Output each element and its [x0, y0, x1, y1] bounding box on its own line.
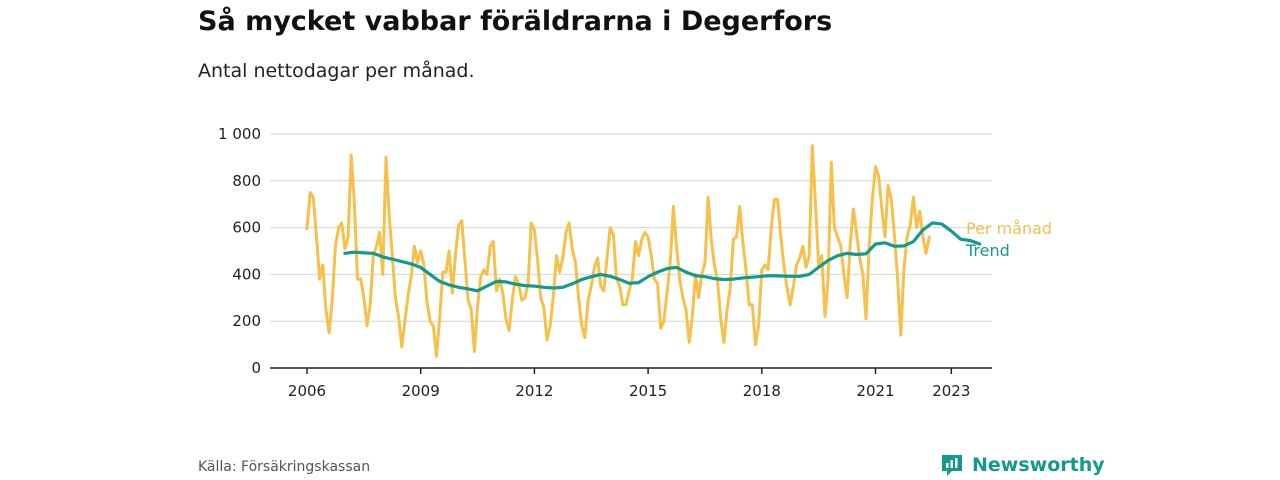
chart-subtitle: Antal nettodagar per månad. — [198, 60, 475, 82]
brand-name: Newsworthy — [972, 454, 1105, 476]
chart-title: Så mycket vabbar föräldrarna i Degerfors — [198, 6, 833, 37]
series-line-per-manad — [305, 144, 931, 358]
legend-label-per-manad: Per månad — [966, 219, 1052, 238]
x-tick-label: 2015 — [629, 382, 667, 400]
x-tick-label: 2012 — [515, 382, 553, 400]
legend: Per månad Trend — [965, 219, 1052, 260]
x-tick-label: 2006 — [288, 382, 326, 400]
source-note: Källa: Försäkringskassan — [198, 459, 371, 475]
y-tick-label: 400 — [232, 265, 261, 283]
series-line-trend — [343, 221, 982, 293]
series — [305, 144, 982, 358]
axes: 0 200 400 600 800 1 000 2006 2009 2012 2015 2018 20… — [218, 125, 992, 400]
y-tick-label: 1 000 — [218, 125, 261, 143]
grid — [270, 133, 992, 322]
x-tick-label: 2018 — [743, 382, 781, 400]
x-tick-label: 2023 — [932, 382, 970, 400]
brand-logo: Newsworthy — [940, 451, 1105, 479]
y-tick-label: 0 — [251, 359, 261, 377]
legend-label-trend: Trend — [965, 241, 1010, 260]
x-tick-label: 2009 — [402, 382, 440, 400]
y-tick-label: 200 — [232, 312, 261, 330]
y-tick-label: 800 — [232, 172, 261, 190]
newsworthy-logo-icon — [942, 455, 962, 476]
y-tick-label: 600 — [232, 219, 261, 237]
x-tick-label: 2021 — [856, 382, 894, 400]
